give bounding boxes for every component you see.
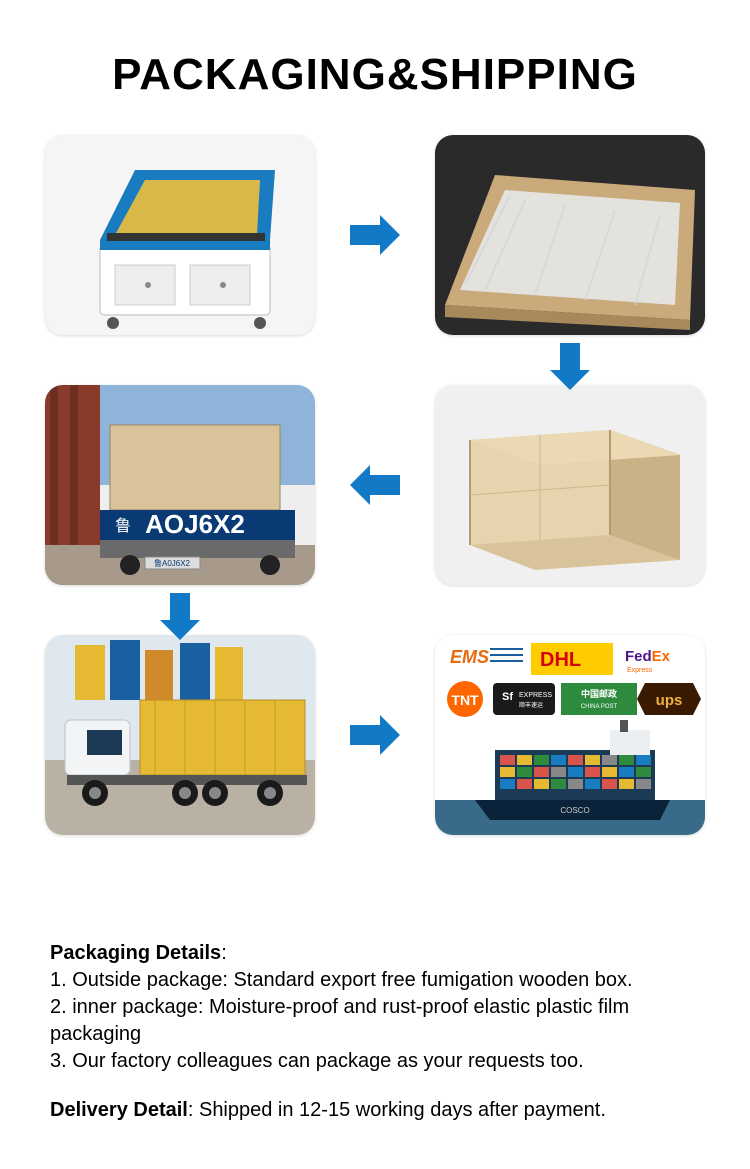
packaging-line-1: 1. Outside package: Standard export free… <box>50 967 700 994</box>
delivery-detail-title: Delivery Detail <box>50 1099 188 1121</box>
page-title: PACKAGING&SHIPPING <box>0 50 750 100</box>
wooden-crate-icon <box>435 385 705 585</box>
wrapped-crate-icon <box>435 135 705 335</box>
svg-text:FedEx: FedEx <box>625 648 671 665</box>
details-text-block: Packaging Details: 1. Outside package: S… <box>50 940 700 1124</box>
svg-text:CHINA POST: CHINA POST <box>581 704 618 710</box>
svg-text:鲁A0J6X2: 鲁A0J6X2 <box>154 558 191 568</box>
arrow-right-icon <box>345 705 405 765</box>
arrow-down-icon <box>150 590 210 650</box>
arrow-left-icon <box>345 455 405 515</box>
step-image-carriers: EMS DHL FedEx Express TNT Sf EXPRESS 顺丰速… <box>435 635 705 835</box>
packaging-line-2: 2. inner package: Moisture-proof and rus… <box>50 994 700 1048</box>
step-image-machine <box>45 135 315 335</box>
svg-text:Express: Express <box>627 667 653 674</box>
svg-text:AOJ6X2: AOJ6X2 <box>145 509 245 539</box>
svg-text:TNT: TNT <box>451 692 479 708</box>
svg-text:鲁: 鲁 <box>115 517 131 535</box>
colon: : <box>221 942 227 964</box>
step-image-crate <box>435 385 705 585</box>
step-image-container-truck <box>45 635 315 835</box>
svg-text:COSCO: COSCO <box>560 806 589 815</box>
shipping-carriers-icon: EMS DHL FedEx Express TNT Sf EXPRESS 顺丰速… <box>435 635 705 835</box>
arrow-right-icon <box>345 205 405 265</box>
svg-text:中国邮政: 中国邮政 <box>581 688 618 699</box>
packaging-line-3: 3. Our factory colleagues can package as… <box>50 1048 700 1075</box>
step-image-loading: AOJ6X2 鲁 鲁A0J6X2 <box>45 385 315 585</box>
delivery-detail-text: : Shipped in 12-15 working days after pa… <box>188 1099 606 1121</box>
laser-machine-icon <box>45 135 315 335</box>
svg-text:DHL: DHL <box>540 649 581 671</box>
container-truck-icon <box>45 635 315 835</box>
packaging-details-title: Packaging Details <box>50 942 221 964</box>
svg-text:EMS: EMS <box>450 647 489 667</box>
packaging-flow-diagram: AOJ6X2 鲁 鲁A0J6X2 <box>45 135 705 855</box>
truck-loading-icon: AOJ6X2 鲁 鲁A0J6X2 <box>45 385 315 585</box>
svg-text:Sf: Sf <box>502 691 513 703</box>
svg-text:顺丰速运: 顺丰速运 <box>519 701 543 709</box>
arrow-down-icon <box>540 340 600 400</box>
svg-text:ups: ups <box>656 692 683 709</box>
step-image-wrapped <box>435 135 705 335</box>
svg-text:EXPRESS: EXPRESS <box>519 692 552 699</box>
